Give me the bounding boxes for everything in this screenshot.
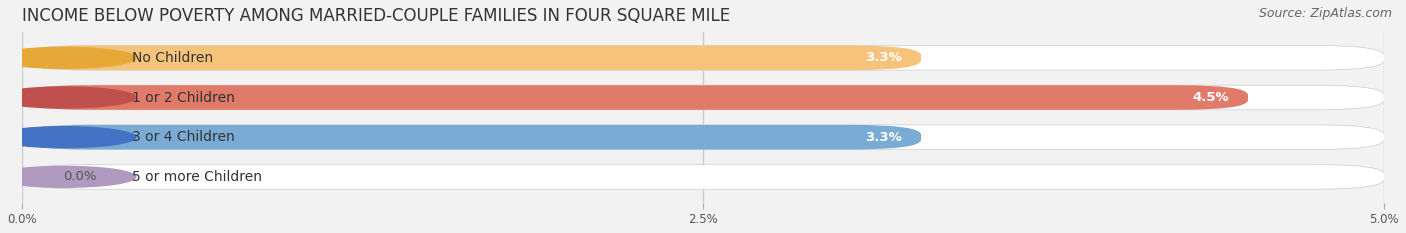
Text: 1 or 2 Children: 1 or 2 Children (132, 90, 235, 105)
FancyBboxPatch shape (21, 85, 1249, 110)
FancyBboxPatch shape (21, 125, 1385, 150)
Circle shape (0, 127, 136, 148)
FancyBboxPatch shape (21, 45, 1385, 70)
Text: 0.0%: 0.0% (63, 170, 96, 183)
Text: No Children: No Children (132, 51, 212, 65)
Text: Source: ZipAtlas.com: Source: ZipAtlas.com (1258, 7, 1392, 20)
Text: 3.3%: 3.3% (865, 51, 901, 64)
FancyBboxPatch shape (21, 125, 921, 150)
Circle shape (0, 87, 136, 108)
FancyBboxPatch shape (21, 85, 1385, 110)
FancyBboxPatch shape (21, 164, 1385, 189)
FancyBboxPatch shape (21, 45, 921, 70)
Text: 3 or 4 Children: 3 or 4 Children (132, 130, 235, 144)
Text: 5 or more Children: 5 or more Children (132, 170, 262, 184)
Text: INCOME BELOW POVERTY AMONG MARRIED-COUPLE FAMILIES IN FOUR SQUARE MILE: INCOME BELOW POVERTY AMONG MARRIED-COUPL… (21, 7, 730, 25)
Circle shape (0, 47, 136, 68)
Circle shape (0, 166, 136, 187)
Text: 4.5%: 4.5% (1192, 91, 1229, 104)
Text: 3.3%: 3.3% (865, 131, 901, 144)
